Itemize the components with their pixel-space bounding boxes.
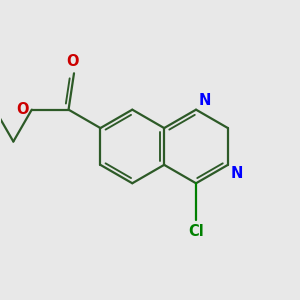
Text: N: N xyxy=(231,166,243,181)
Text: O: O xyxy=(16,102,29,117)
Text: O: O xyxy=(66,54,79,69)
Text: N: N xyxy=(199,93,211,108)
Text: Cl: Cl xyxy=(188,224,204,238)
